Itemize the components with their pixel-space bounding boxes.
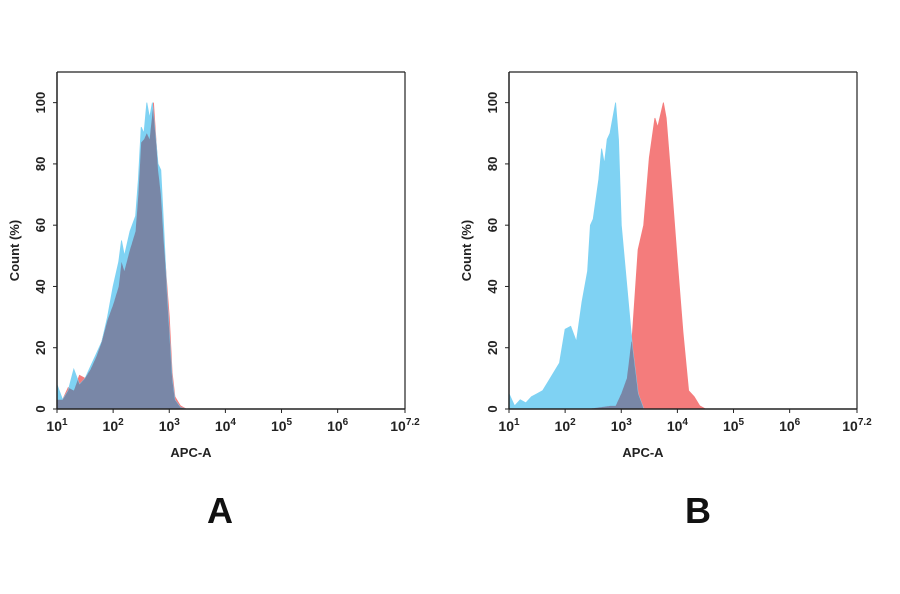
series-blue-area [508, 102, 645, 410]
y-tick-label: 40 [485, 279, 500, 293]
y-tick-label: 0 [485, 405, 500, 412]
y-axis-label: Count (%) [7, 220, 22, 281]
y-tick-label: 100 [33, 92, 48, 114]
x-tick-label: 104 [667, 417, 689, 434]
x-tick-label: 101 [46, 417, 68, 434]
x-tick-label: 106 [327, 417, 349, 434]
panel-label-b: B [685, 490, 711, 531]
y-tick-label: 60 [485, 218, 500, 232]
y-tick-label: 20 [485, 340, 500, 354]
y-tick-label: 0 [33, 405, 48, 412]
x-tick-label: 105 [723, 417, 745, 434]
y-tick-label: 60 [33, 218, 48, 232]
x-tick-label: 107.2 [390, 417, 420, 434]
x-tick-label: 101 [498, 417, 520, 434]
y-tick-label: 100 [485, 92, 500, 114]
x-tick-label: 106 [779, 417, 801, 434]
panel-label-a: A [207, 490, 233, 531]
x-tick-label: 103 [611, 417, 633, 434]
y-axis-label: Count (%) [459, 220, 474, 281]
x-tick-label: 104 [215, 417, 237, 434]
y-tick-label: 80 [485, 157, 500, 171]
x-tick-label: 102 [103, 417, 125, 434]
y-tick-label: 80 [33, 157, 48, 171]
panel-a: 0 20 40 60 80 100 101 102 103 104 105 106 107.2 APC-A… [7, 71, 420, 460]
x-tick-label: 105 [271, 417, 293, 434]
y-tick-label: 20 [33, 340, 48, 354]
x-tick-label: 102 [555, 417, 577, 434]
overlap-area [57, 108, 260, 410]
x-axis-label: APC-A [170, 445, 212, 460]
y-tick-label: 40 [33, 279, 48, 293]
panel-b: 0 20 40 60 80 100 101 102 103 104 105 106 107.2 APC-A… [459, 71, 872, 460]
x-axis-label: APC-A [622, 445, 664, 460]
x-tick-label: 103 [159, 417, 181, 434]
x-tick-label: 107.2 [842, 417, 872, 434]
